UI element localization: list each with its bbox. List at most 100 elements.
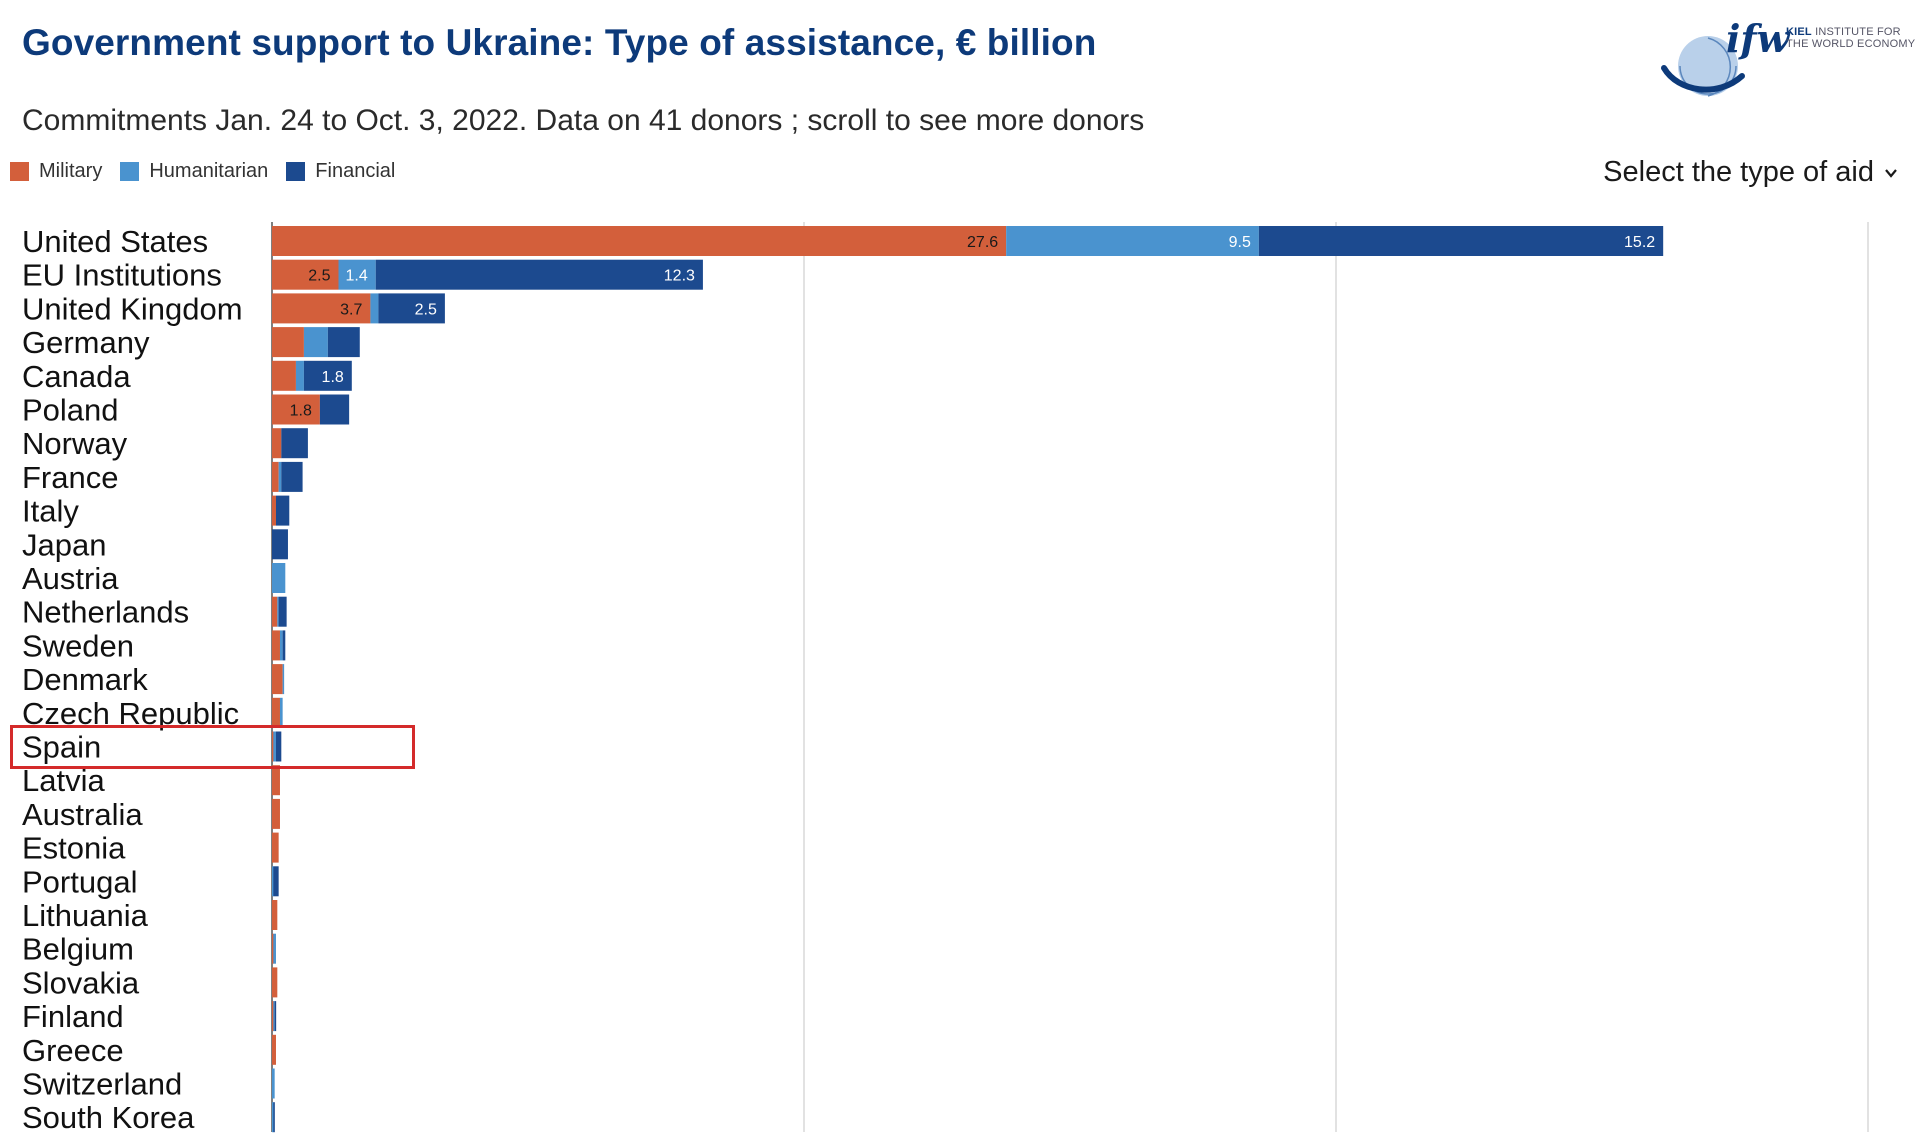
bar-poland-military[interactable] <box>272 394 320 425</box>
bar-netherlands-financial[interactable] <box>278 596 287 627</box>
bar-canada-financial[interactable] <box>303 360 352 391</box>
chevron-down-icon <box>1885 168 1897 178</box>
country-label-finland: Finland <box>22 999 124 1034</box>
bar-finland-financial[interactable] <box>274 1001 277 1032</box>
country-label-greece: Greece <box>22 1033 124 1068</box>
bar-portugal-humanitarian[interactable] <box>272 866 274 897</box>
ifw-logo: ifw KIEL INSTITUTE FOR THE WORLD ECONOMY <box>1658 14 1915 104</box>
country-label-united-kingdom: United Kingdom <box>22 291 243 326</box>
bar-denmark-humanitarian[interactable] <box>282 664 285 695</box>
bar-france-military[interactable] <box>272 461 279 492</box>
legend-label-military: Military <box>39 160 103 182</box>
data-label-united-states-military: 27.6 <box>967 234 998 251</box>
bar-austria-humanitarian[interactable] <box>272 563 286 593</box>
bar-finland-military[interactable] <box>272 1001 274 1032</box>
bar-united-states-financial[interactable] <box>1258 226 1664 256</box>
country-label-switzerland: Switzerland <box>22 1067 182 1102</box>
legend-label-financial: Financial <box>315 160 396 182</box>
legend-label-humanitarian: Humanitarian <box>149 160 269 182</box>
bar-czech-republic-military[interactable] <box>272 697 280 728</box>
bar-italy-military[interactable] <box>272 495 276 526</box>
bar-sweden-humanitarian[interactable] <box>279 630 283 661</box>
chart-subtitle: Commitments Jan. 24 to Oct. 3, 2022. Dat… <box>22 104 1145 137</box>
bar-italy-financial[interactable] <box>275 495 290 526</box>
bar-canada-military[interactable] <box>272 360 296 391</box>
bar-united-states-humanitarian[interactable] <box>1006 226 1259 256</box>
legend-item-humanitarian[interactable]: Humanitarian <box>120 160 268 183</box>
country-label-spain: Spain <box>22 730 101 765</box>
bar-japan-financial[interactable] <box>272 529 288 560</box>
bar-norway-military[interactable] <box>272 428 282 459</box>
country-label-japan: Japan <box>22 527 106 562</box>
logo-institute: KIEL INSTITUTE FOR THE WORLD ECONOMY <box>1786 26 1915 50</box>
country-label-france: France <box>22 460 118 495</box>
data-label-united-states-financial: 15.2 <box>1624 234 1655 251</box>
bar-united-kingdom-military[interactable] <box>272 293 371 324</box>
legend-item-financial[interactable]: Financial <box>286 160 395 183</box>
chart-title: Government support to Ukraine: Type of a… <box>22 22 1097 63</box>
country-label-estonia: Estonia <box>22 831 126 866</box>
bar-france-humanitarian[interactable] <box>278 461 282 492</box>
country-label-canada: Canada <box>22 359 131 394</box>
legend: Military Humanitarian Financial <box>10 160 413 183</box>
bar-eu-institutions-military[interactable] <box>272 259 339 290</box>
aid-type-selector-label: Select the type of aid <box>1603 156 1874 188</box>
country-label-belgium: Belgium <box>22 932 134 967</box>
bar-united-kingdom-humanitarian[interactable] <box>370 293 379 324</box>
bar-sweden-financial[interactable] <box>282 630 286 661</box>
bar-poland-financial[interactable] <box>319 394 350 425</box>
bar-portugal-financial[interactable] <box>273 866 279 897</box>
country-label-italy: Italy <box>22 494 79 529</box>
bar-belgium-military[interactable] <box>272 933 274 964</box>
bar-eu-institutions-financial[interactable] <box>375 259 703 290</box>
legend-swatch-humanitarian <box>120 162 140 181</box>
logo-line1-rest: INSTITUTE FOR <box>1811 26 1901 38</box>
country-label-norway: Norway <box>22 426 128 461</box>
legend-item-military[interactable]: Military <box>10 160 102 183</box>
bar-netherlands-military[interactable] <box>272 596 278 627</box>
bar-sweden-military[interactable] <box>272 630 280 661</box>
bar-estonia-military[interactable] <box>272 832 279 863</box>
legend-swatch-financial <box>286 162 306 181</box>
bar-finland-humanitarian[interactable] <box>273 1001 275 1032</box>
bar-slovakia-military[interactable] <box>272 967 278 998</box>
aid-type-selector[interactable]: Select the type of aid <box>1603 156 1898 189</box>
country-label-australia: Australia <box>22 797 143 832</box>
globe-icon <box>1661 36 1745 97</box>
bar-south-korea-financial[interactable] <box>273 1102 275 1133</box>
bar-eu-institutions-humanitarian[interactable] <box>338 259 376 290</box>
bar-spain-financial[interactable] <box>275 731 282 762</box>
bar-latvia-military[interactable] <box>272 765 280 796</box>
country-label-poland: Poland <box>22 393 119 428</box>
bar-greece-military[interactable] <box>272 1034 276 1065</box>
bar-germany-financial[interactable] <box>327 327 360 358</box>
bar-germany-humanitarian[interactable] <box>303 327 328 358</box>
bar-norway-financial[interactable] <box>281 428 308 459</box>
bar-canada-humanitarian[interactable] <box>295 360 304 391</box>
country-label-slovakia: Slovakia <box>22 965 140 1000</box>
bar-spain-military[interactable] <box>272 731 274 762</box>
data-label-canada-financial: 1.8 <box>322 369 344 386</box>
bar-south-korea-humanitarian[interactable] <box>272 1102 274 1133</box>
logo-line1: KIEL <box>1786 26 1812 38</box>
bar-france-financial[interactable] <box>281 461 303 492</box>
legend-swatch-military <box>10 162 29 181</box>
data-label-united-kingdom-military: 3.7 <box>340 301 362 318</box>
bar-spain-humanitarian[interactable] <box>273 731 276 762</box>
bar-belgium-humanitarian[interactable] <box>273 933 276 964</box>
country-label-south-korea: South Korea <box>22 1100 195 1135</box>
bar-netherlands-humanitarian[interactable] <box>277 596 279 627</box>
data-label-united-kingdom-financial: 2.5 <box>415 301 437 318</box>
country-label-netherlands: Netherlands <box>22 595 189 630</box>
bar-lithuania-military[interactable] <box>272 900 278 930</box>
bar-czech-republic-humanitarian[interactable] <box>279 697 283 728</box>
bar-denmark-military[interactable] <box>272 664 283 695</box>
bar-australia-military[interactable] <box>272 798 280 829</box>
data-label-eu-institutions-financial: 12.3 <box>664 268 695 285</box>
bar-united-states-military[interactable] <box>272 226 1007 256</box>
bar-germany-military[interactable] <box>272 327 304 358</box>
country-label-sweden: Sweden <box>22 628 134 663</box>
bar-united-kingdom-financial[interactable] <box>378 293 445 324</box>
highlight-box-spain <box>10 724 415 769</box>
bar-switzerland-humanitarian[interactable] <box>272 1068 275 1099</box>
